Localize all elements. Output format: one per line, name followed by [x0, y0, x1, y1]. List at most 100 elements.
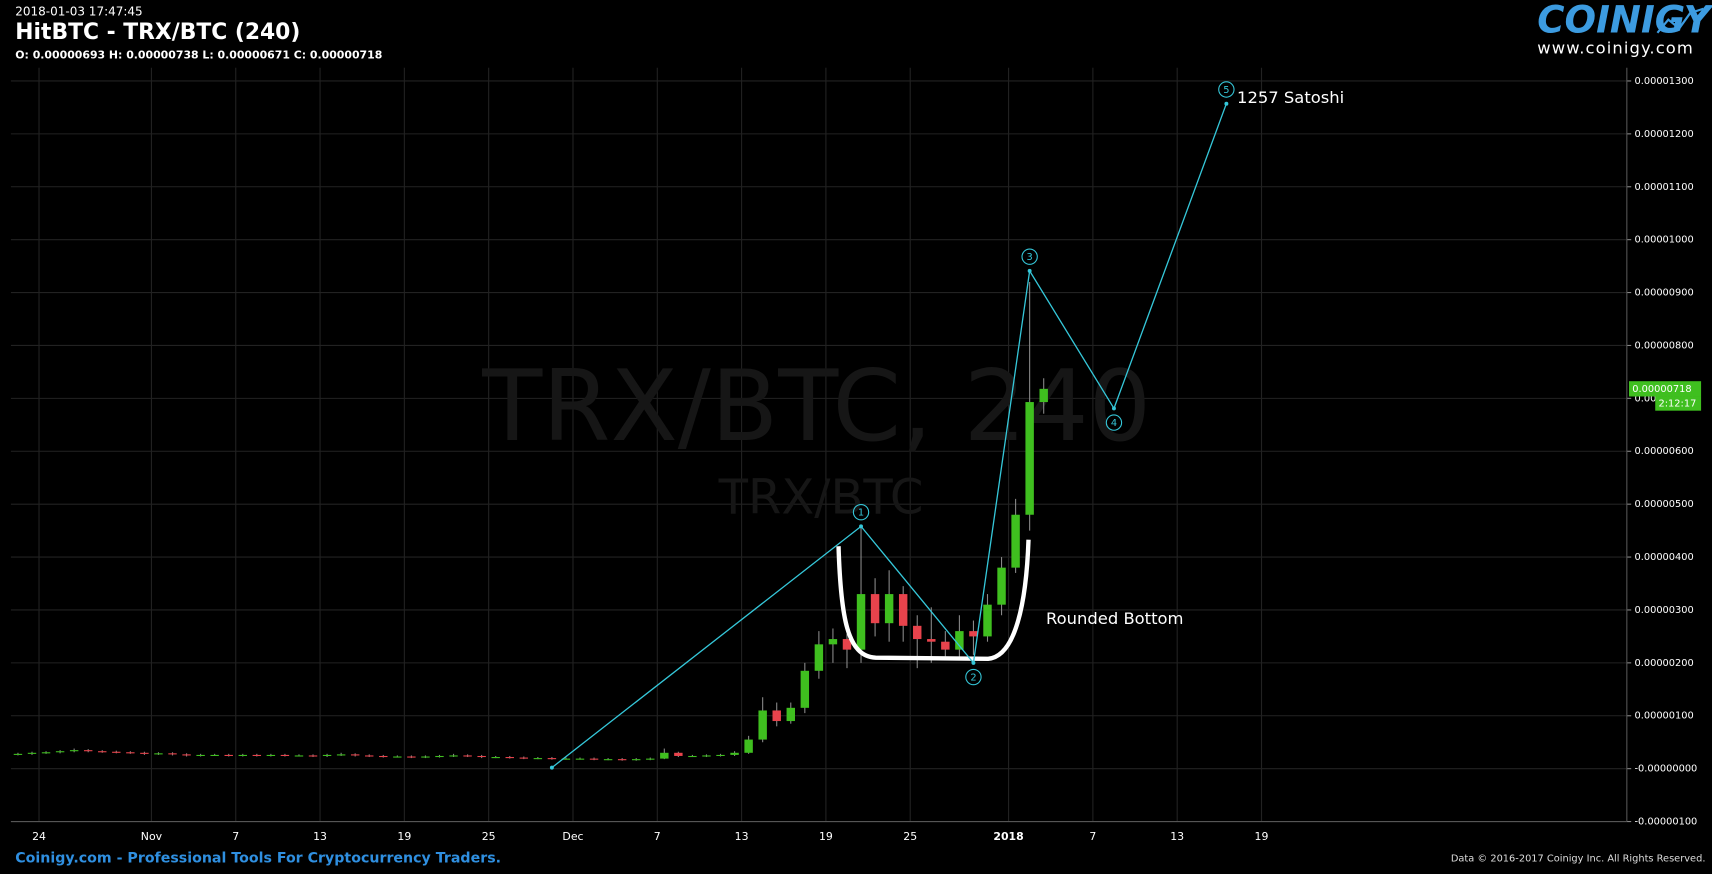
candle-body — [294, 755, 304, 757]
y-tick-label: -0.00000000 — [1634, 764, 1697, 775]
y-tick-label: 0.00000400 — [1634, 552, 1693, 563]
wave-point — [1027, 268, 1032, 273]
wave-label: 5 — [1223, 85, 1229, 96]
x-tick-label: 25 — [903, 830, 917, 843]
copyright: Data © 2016-2017 Coinigy Inc. All Rights… — [1451, 854, 1706, 865]
countdown-label: 2:12:17 — [1659, 399, 1697, 410]
wave-point — [859, 524, 863, 529]
y-tick-label: 0.00000800 — [1634, 340, 1693, 351]
candles — [13, 281, 1048, 761]
candle-body — [168, 753, 177, 755]
candle-body — [955, 631, 964, 650]
candle-body — [407, 756, 416, 758]
x-tick-label: 7 — [654, 830, 661, 843]
candle-body — [365, 755, 374, 757]
candle-body — [575, 758, 585, 760]
candle-body — [266, 754, 276, 756]
pattern-label: Rounded Bottom — [1046, 609, 1184, 628]
candle-body — [842, 639, 852, 650]
y-tick-label: 0.00000600 — [1634, 446, 1693, 457]
logo: COINIGY — [1537, 0, 1712, 41]
candle-body — [983, 604, 992, 637]
candle-body — [800, 670, 810, 708]
candle-body — [927, 639, 936, 642]
logo-url: www.coinigy.com — [1537, 39, 1694, 58]
rounded-bottom-curve — [836, 539, 1031, 661]
x-tick-label: Nov — [141, 830, 163, 843]
candle-body — [350, 754, 360, 756]
x-tick-label: 19 — [819, 830, 833, 843]
footer[interactable]: Coinigy.com - Professional Tools For Cry… — [15, 851, 501, 867]
candle-body — [224, 754, 233, 756]
candle-body — [603, 759, 613, 761]
countdown-tag — [1655, 396, 1702, 411]
candle-body — [83, 750, 93, 752]
x-tick-label: 24 — [32, 830, 46, 843]
candle-body — [112, 751, 121, 753]
y-tick-label: 0.00001100 — [1634, 182, 1693, 193]
candle-body — [688, 755, 697, 758]
x-tick-label: 25 — [482, 830, 496, 843]
x-tick-label: 2018 — [993, 830, 1023, 843]
y-tick-label: 0.00000900 — [1634, 288, 1693, 299]
candle-body — [561, 758, 571, 760]
watermark-sub: TRX/BTC — [718, 469, 924, 525]
x-tick-label: 7 — [232, 830, 239, 843]
candle-body — [898, 594, 908, 626]
candle-body — [744, 739, 753, 753]
y-tick-label: -0.00000100 — [1634, 817, 1697, 828]
candle-body — [631, 759, 641, 761]
candle-body — [13, 753, 23, 755]
wave-label-circle — [1021, 248, 1038, 265]
candle-body — [913, 625, 922, 640]
candle-body — [393, 756, 402, 758]
candle-body — [856, 594, 866, 650]
timestamp: 2018-01-03 17:47:45 — [15, 5, 142, 19]
candle-body — [421, 756, 430, 758]
wave-label-circle — [965, 668, 982, 686]
watermark: TRX/BTC, 240 — [481, 350, 1151, 464]
candle-body — [379, 755, 388, 758]
y-tick-label: 0.00000500 — [1634, 499, 1693, 510]
candle-body — [617, 759, 627, 761]
candle-body — [646, 758, 655, 760]
candle-body — [660, 752, 669, 759]
candle-body — [435, 755, 444, 758]
candle-body — [1011, 514, 1020, 568]
candle-body — [1025, 402, 1034, 515]
candle-body — [1039, 388, 1048, 403]
candle-body — [828, 639, 838, 645]
candle-body — [196, 754, 205, 756]
wave-point — [971, 660, 976, 665]
candle-body — [772, 710, 781, 722]
y-tick-label: 0.00001200 — [1634, 129, 1693, 140]
x-tick-label: 13 — [735, 830, 749, 843]
price-tag — [1629, 381, 1702, 397]
candle-body — [814, 644, 824, 671]
x-tick-label: 13 — [1170, 830, 1184, 843]
wave-label: 4 — [1111, 418, 1117, 429]
x-tick-label: Dec — [562, 830, 583, 843]
x-tick-label: 7 — [1089, 830, 1096, 843]
candle-body — [336, 754, 346, 756]
candle-body — [322, 754, 332, 756]
price-tag-label: 0.00000718 — [1632, 384, 1691, 395]
wave-label-circle — [1105, 414, 1123, 431]
candle-body — [589, 758, 599, 760]
wave-line — [551, 103, 1227, 769]
wave-label: 2 — [970, 673, 976, 684]
wave-point — [1111, 406, 1116, 411]
candle-body — [252, 754, 262, 756]
y-tick-label: 0.00000300 — [1634, 605, 1693, 616]
wave-point — [1224, 101, 1229, 106]
price-tag-group: 0.00000718 2:12:17 — [1629, 381, 1702, 411]
y-tick-label: 0.00000200 — [1634, 658, 1693, 669]
grid: 0.00001300 0.00001200 0.00001100 0.00001000… — [10, 67, 1697, 843]
candle-body — [702, 755, 711, 757]
candle-body — [997, 567, 1006, 605]
candle-body — [477, 755, 486, 758]
candle-body — [716, 754, 725, 756]
candle-body — [27, 752, 37, 754]
